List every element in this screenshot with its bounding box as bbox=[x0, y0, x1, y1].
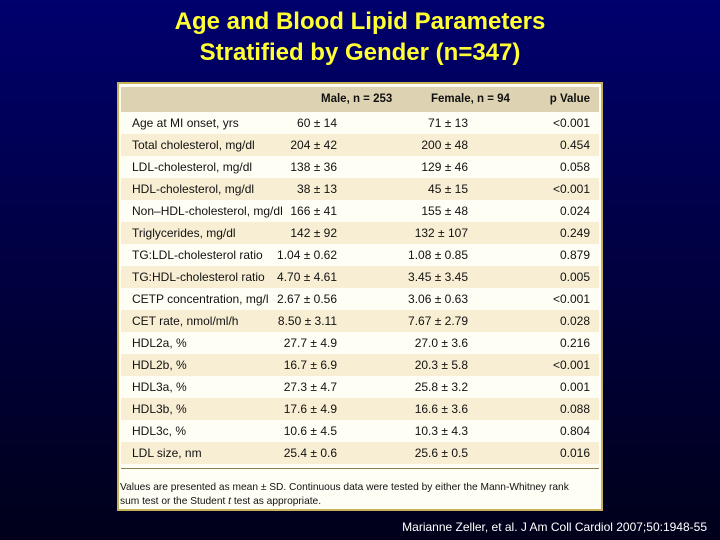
p-value: 0.216 bbox=[559, 336, 590, 350]
row-label: HDL3a, % bbox=[132, 380, 187, 394]
citation: Marianne Zeller, et al. J Am Coll Cardio… bbox=[402, 520, 707, 534]
female-value: 7.67 ± 2.79 bbox=[408, 314, 468, 328]
table-row: LDL-cholesterol, mg/dl 138 ± 36 129 ± 46 0.… bbox=[121, 156, 599, 178]
table-row: HDL3c, % 10.6 ± 4.5 10.3 ± 4.3 0.804 bbox=[121, 420, 599, 442]
row-label: LDL size, nm bbox=[132, 446, 202, 460]
male-value: 8.50 ± 3.11 bbox=[277, 314, 337, 328]
male-value: 25.4 ± 0.6 bbox=[283, 446, 337, 460]
p-value: <0.001 bbox=[552, 182, 590, 196]
row-label: Total cholesterol, mg/dl bbox=[132, 138, 255, 152]
male-value: 166 ± 41 bbox=[290, 204, 337, 218]
table-row: HDL-cholesterol, mg/dl 38 ± 13 45 ± 15 <0.0… bbox=[121, 178, 599, 200]
p-value: 0.454 bbox=[559, 138, 590, 152]
row-label: CET rate, nmol/ml/h bbox=[132, 314, 239, 328]
footnote-line-2: sum test or the Student t test as approp… bbox=[120, 495, 602, 509]
row-label: TG:LDL-cholesterol ratio bbox=[132, 248, 263, 262]
male-value: 27.3 ± 4.7 bbox=[283, 380, 337, 394]
table-header-row: Male, n = 253 Female, n = 94 p Value bbox=[121, 87, 599, 112]
row-label: Non–HDL-cholesterol, mg/dl bbox=[132, 204, 283, 218]
female-value: 129 ± 46 bbox=[421, 160, 468, 174]
table-footnote: Values are presented as mean ± SD. Conti… bbox=[120, 481, 602, 509]
male-value: 10.6 ± 4.5 bbox=[283, 424, 337, 438]
p-value: 0.024 bbox=[559, 204, 590, 218]
female-value: 16.6 ± 3.6 bbox=[414, 402, 468, 416]
row-label: HDL-cholesterol, mg/dl bbox=[132, 182, 255, 196]
female-value: 45 ± 15 bbox=[428, 182, 468, 196]
title-line-1: Age and Blood Lipid Parameters bbox=[174, 8, 546, 35]
p-value: <0.001 bbox=[552, 116, 590, 130]
table-row: HDL3b, % 17.6 ± 4.9 16.6 ± 3.6 0.088 bbox=[121, 398, 599, 420]
row-label: HDL3c, % bbox=[132, 424, 187, 438]
p-value: <0.001 bbox=[552, 292, 590, 306]
lipid-table: Male, n = 253 Female, n = 94 p Value Age… bbox=[117, 82, 603, 511]
female-value: 27.0 ± 3.6 bbox=[414, 336, 468, 350]
row-label: LDL-cholesterol, mg/dl bbox=[132, 160, 253, 174]
female-value: 1.08 ± 0.85 bbox=[408, 248, 468, 262]
female-value: 10.3 ± 4.3 bbox=[414, 424, 468, 438]
female-value: 20.3 ± 5.8 bbox=[414, 358, 468, 372]
slide-title: Age and Blood Lipid Parameters Stratifie… bbox=[0, 6, 720, 68]
female-value: 155 ± 48 bbox=[421, 204, 468, 218]
footnote-line-1: Values are presented as mean ± SD. Conti… bbox=[120, 482, 569, 493]
row-label: HDL3b, % bbox=[132, 402, 187, 416]
table-row: CET rate, nmol/ml/h 8.50 ± 3.11 7.67 ± 2.7… bbox=[121, 310, 599, 332]
female-value: 25.6 ± 0.5 bbox=[414, 446, 468, 460]
p-value: 0.879 bbox=[559, 248, 590, 262]
p-value: 0.016 bbox=[559, 446, 590, 460]
table-row: HDL2a, % 27.7 ± 4.9 27.0 ± 3.6 0.216 bbox=[121, 332, 599, 354]
male-value: 60 ± 14 bbox=[297, 116, 337, 130]
table-row: LDL size, nm 25.4 ± 0.6 25.6 ± 0.5 0.016 bbox=[121, 442, 599, 464]
row-label: TG:HDL-cholesterol ratio bbox=[132, 270, 265, 284]
header-male: Male, n = 253 bbox=[321, 93, 393, 105]
p-value: 0.001 bbox=[559, 380, 590, 394]
table-row: TG:HDL-cholesterol ratio 4.70 ± 4.61 3.45 … bbox=[121, 266, 599, 288]
table-row: Triglycerides, mg/dl 142 ± 92 132 ± 107 0.2… bbox=[121, 222, 599, 244]
header-p-value: p Value bbox=[549, 93, 590, 105]
p-value: 0.249 bbox=[559, 226, 590, 240]
male-value: 27.7 ± 4.9 bbox=[283, 336, 337, 350]
female-value: 71 ± 13 bbox=[428, 116, 468, 130]
female-value: 200 ± 48 bbox=[421, 138, 468, 152]
row-label: Triglycerides, mg/dl bbox=[132, 226, 236, 240]
female-value: 3.06 ± 0.63 bbox=[408, 292, 468, 306]
male-value: 2.67 ± 0.56 bbox=[277, 292, 337, 306]
table-row: HDL2b, % 16.7 ± 6.9 20.3 ± 5.8 <0.001 bbox=[121, 354, 599, 376]
male-value: 204 ± 42 bbox=[290, 138, 337, 152]
title-line-2: Stratified by Gender (n=347) bbox=[199, 39, 521, 66]
male-value: 38 ± 13 bbox=[297, 182, 337, 196]
p-value: 0.088 bbox=[559, 402, 590, 416]
row-label: CETP concentration, mg/l bbox=[132, 292, 269, 306]
row-label: HDL2b, % bbox=[132, 358, 187, 372]
table-row: Age at MI onset, yrs 60 ± 14 71 ± 13 <0.001 bbox=[121, 112, 599, 134]
female-value: 25.8 ± 3.2 bbox=[414, 380, 468, 394]
table-row: Non–HDL-cholesterol, mg/dl 166 ± 41 155 ± … bbox=[121, 200, 599, 222]
p-value: 0.028 bbox=[559, 314, 590, 328]
table-row: CETP concentration, mg/l 2.67 ± 0.56 3.06 … bbox=[121, 288, 599, 310]
p-value: 0.058 bbox=[559, 160, 590, 174]
footnote-italic-t: t bbox=[228, 496, 232, 507]
p-value: 0.005 bbox=[559, 270, 590, 284]
footnote-line-2-end: test as appropriate. bbox=[231, 496, 322, 507]
row-label: HDL2a, % bbox=[132, 336, 187, 350]
male-value: 4.70 ± 4.61 bbox=[277, 270, 337, 284]
table-row: Total cholesterol, mg/dl 204 ± 42 200 ± 48… bbox=[121, 134, 599, 156]
male-value: 17.6 ± 4.9 bbox=[283, 402, 337, 416]
table-row: TG:LDL-cholesterol ratio 1.04 ± 0.62 1.08 … bbox=[121, 244, 599, 266]
footnote-divider bbox=[121, 468, 599, 469]
male-value: 16.7 ± 6.9 bbox=[283, 358, 337, 372]
p-value: 0.804 bbox=[559, 424, 590, 438]
p-value: <0.001 bbox=[552, 358, 590, 372]
male-value: 1.04 ± 0.62 bbox=[277, 248, 337, 262]
female-value: 3.45 ± 3.45 bbox=[408, 270, 468, 284]
footnote-line-2-start: sum test or the Student bbox=[120, 496, 229, 507]
row-label: Age at MI onset, yrs bbox=[132, 116, 239, 130]
male-value: 138 ± 36 bbox=[290, 160, 337, 174]
table-body: Age at MI onset, yrs 60 ± 14 71 ± 13 <0.001… bbox=[121, 112, 599, 464]
male-value: 142 ± 92 bbox=[290, 226, 337, 240]
header-female: Female, n = 94 bbox=[431, 93, 510, 105]
table-row: HDL3a, % 27.3 ± 4.7 25.8 ± 3.2 0.001 bbox=[121, 376, 599, 398]
female-value: 132 ± 107 bbox=[414, 226, 468, 240]
